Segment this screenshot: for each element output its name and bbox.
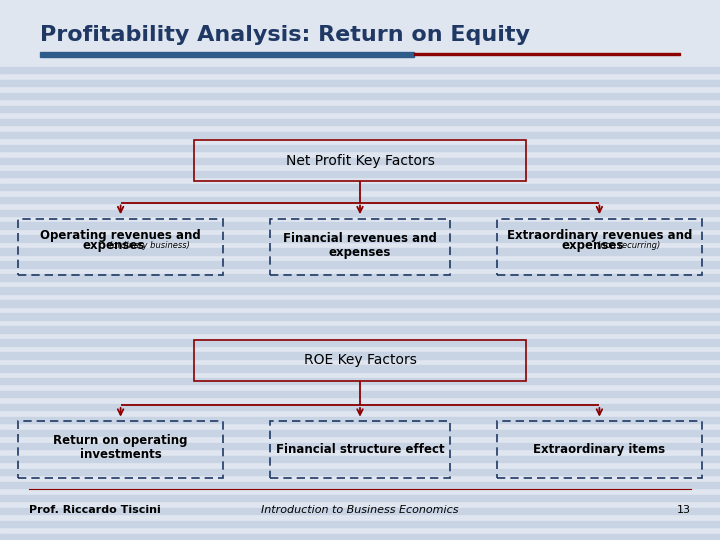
Bar <box>0 0 720 65</box>
Bar <box>0 158 720 164</box>
Text: Extraordinary revenues and: Extraordinary revenues and <box>507 228 692 242</box>
Bar <box>0 54 720 60</box>
Bar <box>0 184 720 190</box>
Bar <box>0 222 720 229</box>
Text: Net Profit Key Factors: Net Profit Key Factors <box>286 154 434 167</box>
Bar <box>0 300 720 307</box>
Bar <box>0 352 720 359</box>
Text: expenses: expenses <box>561 239 624 253</box>
Text: investments: investments <box>80 448 161 462</box>
Bar <box>0 145 720 151</box>
Bar <box>0 339 720 346</box>
Bar <box>0 469 720 475</box>
Text: Extraordinary items: Extraordinary items <box>534 443 665 456</box>
Text: Profitability Analysis: Return on Equity: Profitability Analysis: Return on Equity <box>40 25 530 45</box>
Bar <box>0 430 720 436</box>
Bar <box>0 404 720 410</box>
Bar <box>0 482 720 488</box>
Bar <box>0 521 720 527</box>
Text: Operating revenues and: Operating revenues and <box>40 228 201 242</box>
Bar <box>0 378 720 384</box>
Text: expenses: expenses <box>329 246 391 259</box>
Bar <box>0 313 720 320</box>
Text: (ordinary business): (ordinary business) <box>109 241 190 251</box>
Bar <box>0 235 720 242</box>
Bar <box>0 197 720 203</box>
Text: Return on operating: Return on operating <box>53 434 188 448</box>
Text: Financial revenues and: Financial revenues and <box>283 232 437 245</box>
Bar <box>40 52 414 57</box>
Bar <box>0 67 720 73</box>
Bar <box>0 248 720 255</box>
Bar <box>414 53 680 55</box>
Bar <box>0 41 720 48</box>
Bar <box>0 261 720 268</box>
Bar <box>0 326 720 333</box>
Bar <box>0 210 720 216</box>
Bar <box>0 495 720 501</box>
Bar <box>0 2 720 9</box>
Bar <box>0 508 720 514</box>
Text: expenses: expenses <box>82 239 145 253</box>
Bar <box>0 534 720 540</box>
Bar <box>0 287 720 294</box>
Text: Financial structure effect: Financial structure effect <box>276 443 444 456</box>
Bar <box>0 274 720 281</box>
Bar <box>0 119 720 125</box>
Bar <box>0 15 720 22</box>
Text: Prof. Riccardo Tiscini: Prof. Riccardo Tiscini <box>29 505 161 515</box>
Bar <box>0 443 720 449</box>
Text: Introduction to Business Economics: Introduction to Business Economics <box>261 505 459 515</box>
Text: 13: 13 <box>678 505 691 515</box>
Bar <box>0 391 720 397</box>
Bar <box>0 365 720 372</box>
Bar <box>0 80 720 86</box>
Bar <box>0 106 720 112</box>
Bar <box>0 171 720 177</box>
Text: (non recurring): (non recurring) <box>597 241 660 251</box>
Bar <box>0 132 720 138</box>
Bar <box>0 417 720 423</box>
Bar <box>0 93 720 99</box>
Bar <box>0 456 720 462</box>
Bar <box>0 28 720 35</box>
Text: ROE Key Factors: ROE Key Factors <box>304 354 416 367</box>
